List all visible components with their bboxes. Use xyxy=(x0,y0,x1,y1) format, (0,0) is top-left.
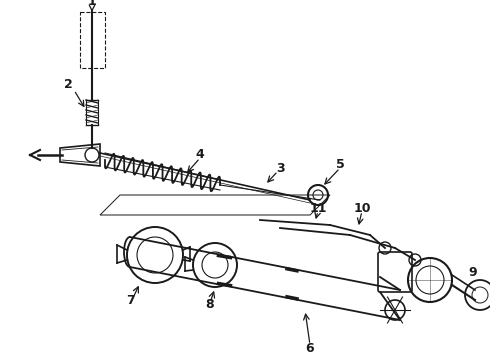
Text: 6: 6 xyxy=(306,342,314,355)
Text: 10: 10 xyxy=(353,202,371,215)
Text: 7: 7 xyxy=(125,293,134,306)
Text: 4: 4 xyxy=(196,148,204,162)
Text: 1: 1 xyxy=(88,0,97,8)
Text: 2: 2 xyxy=(64,78,73,91)
Text: 3: 3 xyxy=(276,162,284,175)
Text: 11: 11 xyxy=(309,202,327,215)
Text: 9: 9 xyxy=(468,266,477,279)
Text: 5: 5 xyxy=(336,158,344,171)
Text: 8: 8 xyxy=(206,298,214,311)
